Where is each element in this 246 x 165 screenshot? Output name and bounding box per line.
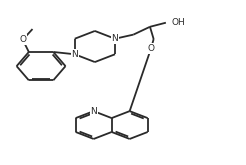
Text: O: O — [19, 35, 26, 44]
Text: O: O — [147, 44, 154, 53]
Text: N: N — [71, 50, 78, 59]
Text: N: N — [90, 107, 97, 116]
Text: OH: OH — [171, 18, 185, 27]
Text: N: N — [112, 34, 118, 43]
